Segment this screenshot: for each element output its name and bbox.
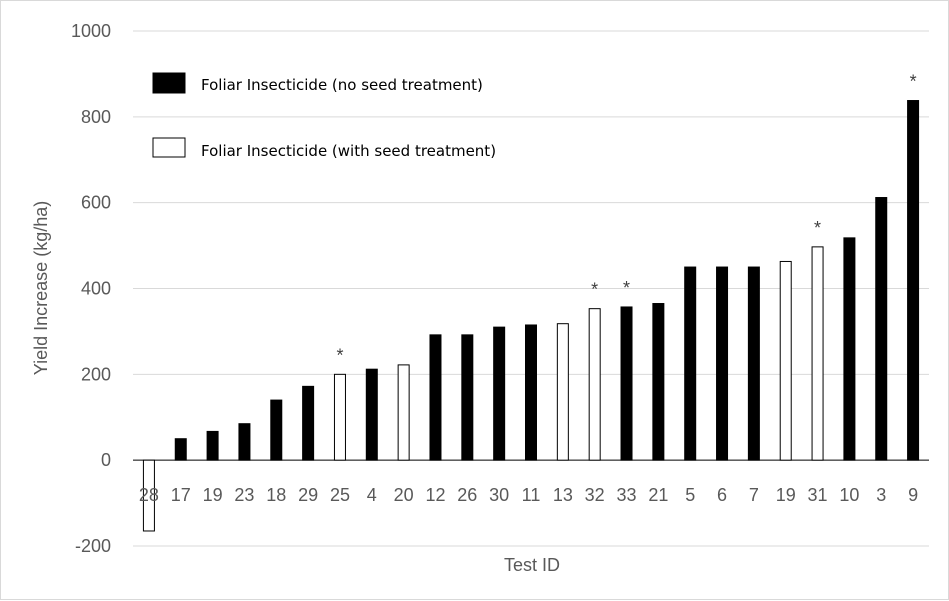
- x-tick-label: 25: [330, 485, 350, 505]
- significance-markers: * * * * *: [336, 72, 916, 366]
- x-tick-label: 20: [394, 485, 414, 505]
- x-tick-label: 30: [489, 485, 509, 505]
- legend-label-with-seed-treatment: Foliar Insecticide (with seed treatment): [201, 142, 496, 160]
- bar-no-seed-treatment: [620, 306, 633, 461]
- y-tick-label: 0: [101, 450, 111, 470]
- x-axis-title: Test ID: [504, 555, 560, 575]
- bar-no-seed-treatment: [716, 266, 729, 461]
- y-axis-title: Yield Increase (kg/ha): [31, 201, 51, 375]
- bar-no-seed-treatment: [843, 237, 856, 461]
- bar-with-seed-treatment: [556, 323, 569, 461]
- bar-no-seed-treatment: [747, 266, 760, 461]
- bar-no-seed-treatment: [652, 303, 665, 461]
- x-tick-label: 7: [749, 485, 759, 505]
- bar-with-seed-treatment: [588, 308, 601, 461]
- x-tick-label: 26: [457, 485, 477, 505]
- significance-star: *: [910, 72, 917, 92]
- bar-with-seed-treatment: [811, 246, 824, 461]
- significance-star: *: [623, 278, 630, 298]
- bar-no-seed-treatment: [875, 197, 888, 461]
- y-tick-label: 200: [81, 364, 111, 384]
- x-tick-label: 6: [717, 485, 727, 505]
- bars: [142, 100, 920, 532]
- x-tick-label: 18: [266, 485, 286, 505]
- bar-with-seed-treatment: [142, 459, 155, 532]
- bar-no-seed-treatment: [525, 324, 537, 461]
- bar-no-seed-treatment: [238, 423, 251, 461]
- x-tick-labels: 28 17 19 23 18 29 25 4 20 12 26 30 11 13 32 33 21 5 6 7 19 31…: [139, 485, 918, 505]
- bar-no-seed-treatment: [365, 368, 378, 461]
- x-tick-label: 3: [876, 485, 886, 505]
- bar-no-seed-treatment: [270, 399, 283, 461]
- legend-label-no-seed-treatment: Foliar Insecticide (no seed treatment): [201, 76, 483, 94]
- bar-no-seed-treatment: [461, 334, 474, 461]
- significance-star: *: [336, 345, 343, 365]
- x-tick-label: 9: [908, 485, 918, 505]
- x-tick-label: 23: [234, 485, 254, 505]
- significance-star: *: [591, 280, 598, 300]
- x-tick-label: 29: [298, 485, 318, 505]
- bar-with-seed-treatment: [333, 373, 346, 461]
- bar-no-seed-treatment: [493, 326, 506, 461]
- bar-no-seed-treatment: [907, 100, 920, 461]
- bar-no-seed-treatment: [174, 438, 187, 461]
- x-tick-label: 31: [808, 485, 828, 505]
- bar-no-seed-treatment: [302, 385, 315, 461]
- x-tick-label: 5: [685, 485, 695, 505]
- x-tick-label: 17: [171, 485, 191, 505]
- x-tick-label: 32: [585, 485, 605, 505]
- x-tick-label: 4: [367, 485, 377, 505]
- legend: Foliar Insecticide (no seed treatment) F…: [152, 72, 496, 160]
- legend-swatch-no-seed-treatment: [152, 72, 186, 94]
- bar-with-seed-treatment: [397, 364, 410, 461]
- bar-no-seed-treatment: [429, 334, 442, 461]
- bar-no-seed-treatment: [684, 266, 697, 461]
- x-tick-label: 13: [553, 485, 573, 505]
- bar-no-seed-treatment: [206, 430, 219, 461]
- y-tick-label: 400: [81, 279, 111, 299]
- x-tick-label: 19: [203, 485, 223, 505]
- y-tick-label: 1000: [71, 21, 111, 41]
- x-tick-label: 12: [425, 485, 445, 505]
- y-tick-label: 600: [81, 193, 111, 213]
- x-tick-label: 19: [776, 485, 796, 505]
- legend-swatch-with-seed-treatment: [152, 137, 186, 158]
- x-tick-label: 33: [617, 485, 637, 505]
- y-tick-label: 800: [81, 107, 111, 127]
- significance-star: *: [814, 218, 821, 238]
- x-tick-label: 11: [522, 485, 541, 505]
- gridlines: [133, 30, 929, 547]
- bar-with-seed-treatment: [779, 260, 792, 461]
- x-tick-label: 28: [139, 485, 159, 505]
- y-tick-label: -200: [75, 536, 111, 556]
- y-tick-labels: -200 0 200 400 600 800 1000: [71, 21, 111, 556]
- x-tick-label: 21: [648, 485, 668, 505]
- x-tick-label: 10: [839, 485, 859, 505]
